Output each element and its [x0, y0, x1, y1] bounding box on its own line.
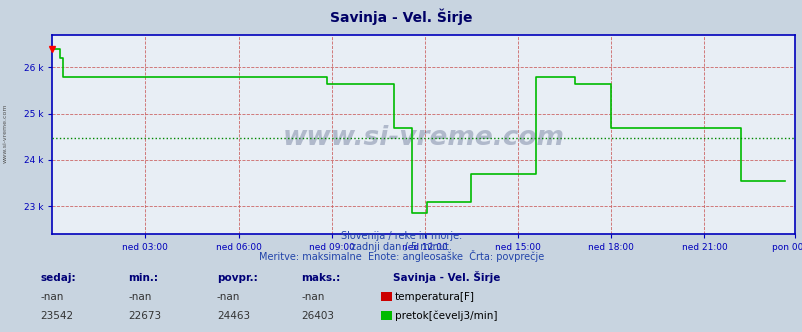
Text: min.:: min.:: [128, 273, 158, 283]
Text: -nan: -nan: [128, 292, 152, 302]
Text: povpr.:: povpr.:: [217, 273, 257, 283]
Text: 26403: 26403: [301, 311, 334, 321]
Text: -nan: -nan: [40, 292, 63, 302]
Text: -nan: -nan: [217, 292, 240, 302]
Text: www.si-vreme.com: www.si-vreme.com: [3, 103, 8, 163]
Text: Savinja - Vel. Širje: Savinja - Vel. Širje: [330, 8, 472, 25]
Text: -nan: -nan: [301, 292, 324, 302]
Text: temperatura[F]: temperatura[F]: [395, 292, 475, 302]
Text: Meritve: maksimalne  Enote: angleosaške  Črta: povprečje: Meritve: maksimalne Enote: angleosaške Č…: [258, 250, 544, 262]
Text: 23542: 23542: [40, 311, 73, 321]
Text: www.si-vreme.com: www.si-vreme.com: [282, 125, 564, 151]
Text: Slovenija / reke in morje.: Slovenija / reke in morje.: [341, 231, 461, 241]
Text: sedaj:: sedaj:: [40, 273, 75, 283]
Text: 22673: 22673: [128, 311, 161, 321]
Text: 24463: 24463: [217, 311, 249, 321]
Text: Savinja - Vel. Širje: Savinja - Vel. Širje: [393, 271, 500, 283]
Text: pretok[čevelj3/min]: pretok[čevelj3/min]: [395, 311, 497, 321]
Text: zadnji dan / 5 minut.: zadnji dan / 5 minut.: [350, 242, 452, 252]
Text: maks.:: maks.:: [301, 273, 340, 283]
